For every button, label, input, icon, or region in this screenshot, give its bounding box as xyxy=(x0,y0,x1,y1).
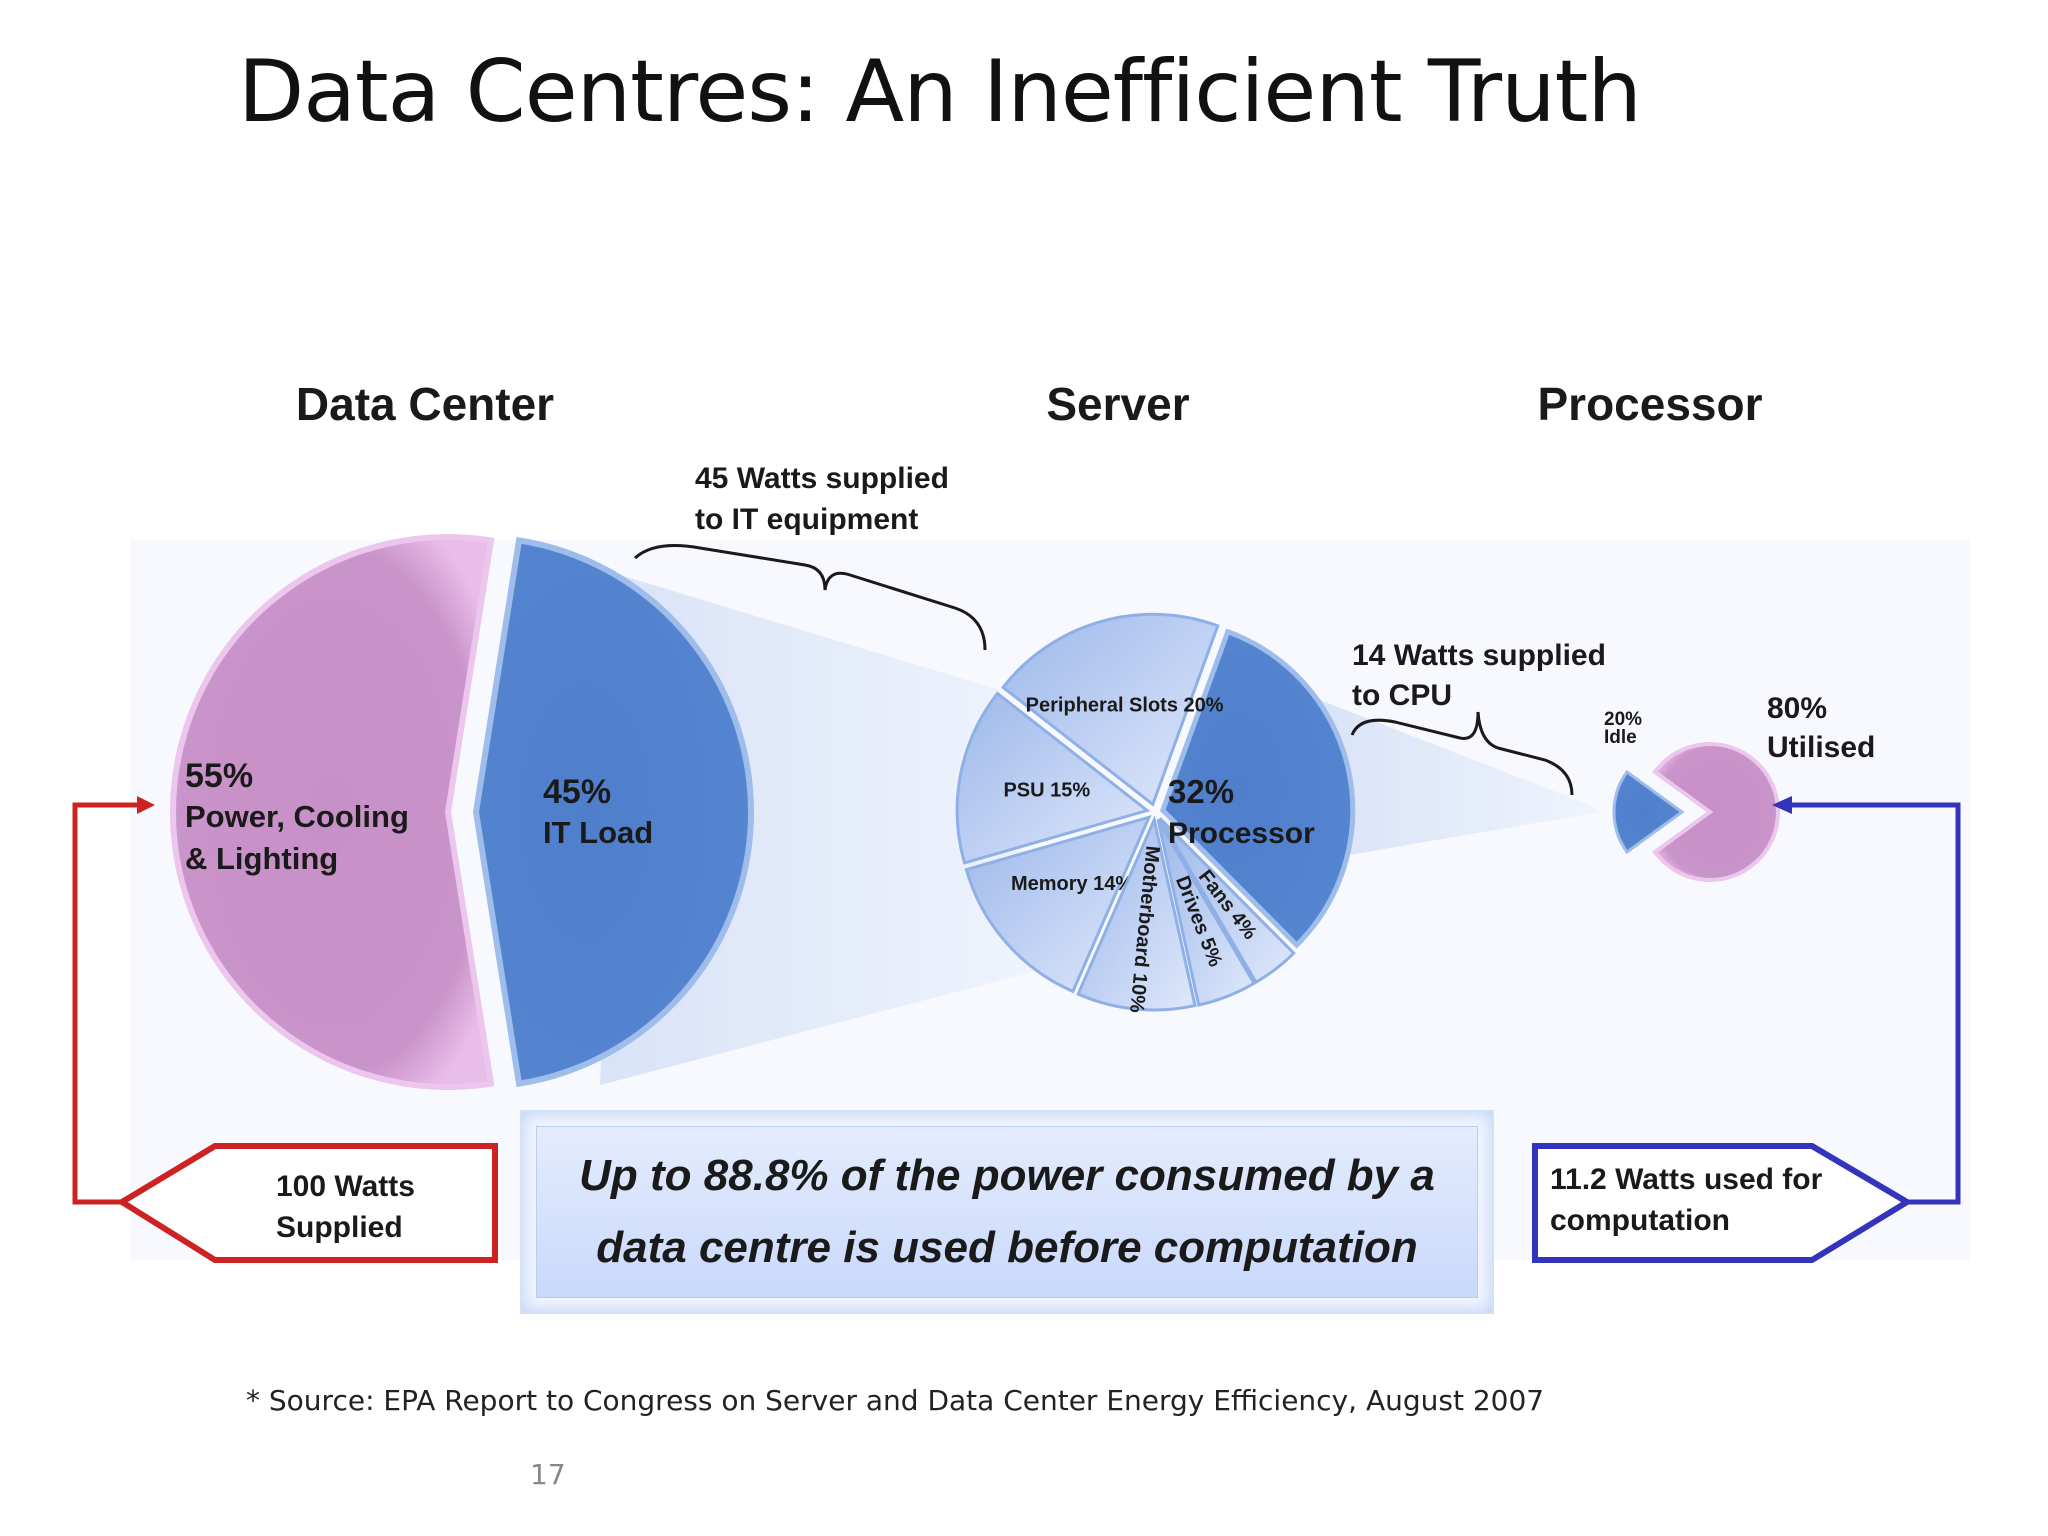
callout-box: Up to 88.8% of the power consumed by a d… xyxy=(520,1110,1494,1314)
slide-title: Data Centres: An Inefficient Truth xyxy=(238,42,1642,142)
cpu-idle-percent: 20% xyxy=(1604,709,1642,730)
input-arrow-line1: 100 Watts xyxy=(276,1170,415,1203)
cpu-idle-label: Idle xyxy=(1604,727,1637,748)
server-slice-drives xyxy=(1156,818,1257,1007)
section-data-center: Data Center xyxy=(296,378,554,430)
overhead-percent: 55% xyxy=(185,757,253,795)
input-arrow-line2: Supplied xyxy=(276,1211,403,1244)
cpu-utilised-label: Utilised xyxy=(1767,731,1875,764)
server-slice-label: Memory 14% xyxy=(1011,873,1133,895)
callout-inner: Up to 88.8% of the power consumed by a d… xyxy=(536,1126,1478,1298)
callout-text: Up to 88.8% of the power consumed by a d… xyxy=(579,1151,1435,1272)
overhead-label-line1: Power, Cooling xyxy=(185,799,409,834)
section-server: Server xyxy=(1046,378,1189,430)
server-pie: Peripheral Slots 20%PSU 15%Memory 14%Mot… xyxy=(955,612,1356,1014)
it-brace-line2: to IT equipment xyxy=(695,503,918,536)
cpu-brace-line2: to CPU xyxy=(1352,679,1452,712)
cpu-utilised-slice xyxy=(1652,742,1781,882)
cpu-utilised-percent: 80% xyxy=(1767,692,1827,725)
server-slice-label: Peripheral Slots 20% xyxy=(1026,694,1224,716)
server-slice-peripheral xyxy=(1000,612,1220,807)
page-number: 17 xyxy=(530,1458,566,1491)
server-slice-memory xyxy=(964,814,1152,994)
server-processor-label: Processor xyxy=(1168,817,1315,850)
overhead-label-line2: & Lighting xyxy=(185,841,338,876)
it-load-slice xyxy=(472,536,754,1088)
server-slice-label: PSU 15% xyxy=(1003,779,1090,801)
cpu-idle-slice xyxy=(1612,769,1685,855)
server-slice-motherboard xyxy=(1076,815,1197,1012)
server-slice-psu xyxy=(955,691,1151,865)
it-brace-line1: 45 Watts supplied xyxy=(695,462,949,495)
server-processor-percent: 32% xyxy=(1168,773,1234,810)
cpu-brace xyxy=(1350,711,1574,796)
processor-pie xyxy=(1612,742,1781,882)
cpu-brace-line1: 14 Watts supplied xyxy=(1352,639,1606,672)
power-cooling-lighting-slice xyxy=(170,534,495,1090)
it-load-label: IT Load xyxy=(543,815,653,850)
output-arrow-line1: 11.2 Watts used for xyxy=(1550,1163,1823,1196)
it-equipment-brace xyxy=(633,544,987,651)
it-load-percent: 45% xyxy=(543,773,611,811)
source-note: * Source: EPA Report to Congress on Serv… xyxy=(246,1384,1545,1417)
processor-cone xyxy=(1320,700,1600,860)
output-power-arrow: 11.2 Watts used for computation xyxy=(1532,796,1961,1263)
output-arrow-line2: computation xyxy=(1550,1204,1730,1237)
section-processor: Processor xyxy=(1537,378,1762,430)
input-power-arrow: 100 Watts Supplied xyxy=(72,796,498,1263)
server-processor-slice xyxy=(1159,628,1356,949)
data-center-pie xyxy=(170,534,754,1090)
server-slice-fans xyxy=(1158,817,1296,985)
